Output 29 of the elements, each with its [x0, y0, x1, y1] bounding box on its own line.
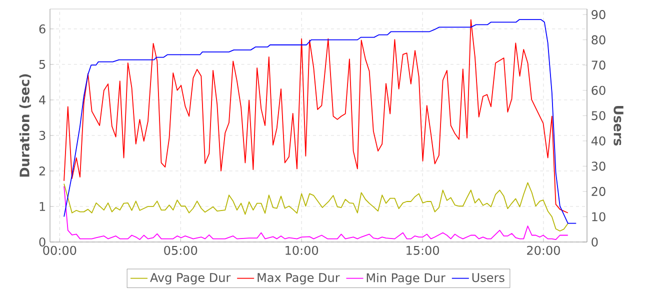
x-tick-label: 20:00 [527, 246, 560, 255]
y2-tick-label: 40 [591, 136, 606, 146]
y2-axis-title: Users [614, 106, 624, 146]
legend-label: Users [472, 273, 504, 282]
y2-tick-label: 70 [592, 60, 606, 70]
y2-tick-label: 80 [592, 35, 606, 44]
y-tick-label: 5 [39, 60, 46, 69]
y2-tick-label: 0 [592, 237, 598, 247]
y-tick-label: 4 [39, 96, 46, 104]
y2-tick-label: 30 [592, 162, 606, 171]
y2-tick-label: 10 [592, 212, 606, 222]
y-tick-label: 3 [39, 130, 46, 140]
y-tick-label: 1 [40, 202, 46, 211]
legend-label: Max Page Dur [258, 273, 340, 284]
y2-tick-label: 60 [592, 86, 606, 95]
y-tick-label: 2 [39, 166, 45, 176]
y-tick-label: 6 [39, 24, 46, 34]
x-tick-label: 00:00 [43, 246, 76, 255]
y-axis-title: Duration (sec) [19, 74, 31, 177]
x-tick-label: 15:00 [406, 246, 440, 255]
legend-label: Avg Page Dur [150, 273, 231, 284]
y2-tick-label: 90 [592, 10, 606, 20]
legend-label: Min Page Dur [366, 272, 446, 285]
y2-tick-label: 50 [592, 111, 606, 120]
line-series [64, 182, 568, 232]
y-tick-label: 0 [39, 237, 46, 247]
y2-tick-label: 20 [592, 186, 606, 196]
x-tick-label: 05:00 [164, 246, 198, 255]
x-tick-label: 10:00 [286, 246, 318, 255]
